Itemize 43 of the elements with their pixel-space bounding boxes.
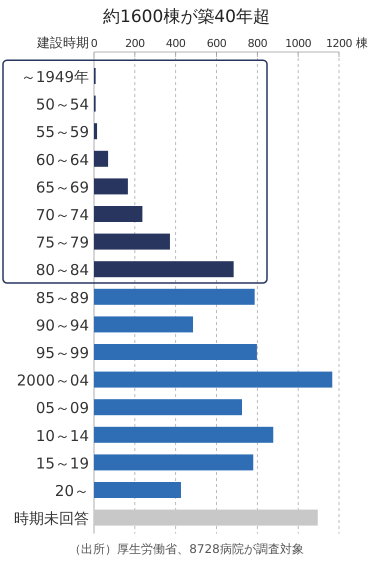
bar: [94, 454, 254, 470]
x-tick-label: 600: [206, 37, 227, 50]
bar: [94, 178, 128, 194]
bar: [94, 399, 242, 416]
bar: [94, 288, 255, 305]
bar: [94, 234, 170, 250]
y-tick-label: 90～94: [36, 316, 89, 334]
y-tick-label: 95～99: [36, 344, 89, 362]
bar: [94, 344, 257, 360]
y-tick-label: 10～14: [36, 426, 89, 445]
bar: [94, 316, 194, 332]
y-tick-label: 50～54: [36, 96, 89, 114]
y-tick-label: 2000～04: [16, 372, 89, 390]
y-tick-label: 80～84: [36, 261, 89, 280]
y-axis-title: 建設時期: [36, 36, 89, 51]
y-tick-label: 85～89: [36, 288, 89, 307]
y-tick-label: 15～19: [36, 454, 89, 472]
bar: [94, 482, 181, 498]
bar: [94, 372, 332, 388]
x-tick-label: 800: [248, 37, 268, 50]
x-tick-label: 400: [166, 37, 186, 50]
y-tick-label: 時期未回答: [14, 510, 89, 528]
chart-title: 約1600棟が築40年超: [103, 7, 270, 27]
x-tick-label: 1200: [326, 37, 352, 50]
x-tick-label: 0: [90, 37, 98, 50]
x-tick-label: 200: [125, 37, 146, 50]
y-tick-label: 60～64: [36, 150, 89, 169]
text: （出所）厚生労働省、8728病院が調査対象: [69, 542, 304, 556]
y-tick-label: 05～09: [36, 399, 89, 418]
x-tick-label: 1000: [285, 37, 312, 50]
x-axis-title: 棟: [356, 36, 368, 50]
y-tick-label: 75～79: [36, 234, 89, 252]
y-tick-label: 55～59: [36, 123, 89, 142]
y-tick-label: 70～74: [36, 206, 89, 224]
y-tick-label: ～1949年: [20, 68, 89, 86]
y-tick-label: 65～69: [36, 178, 89, 196]
bar: [94, 206, 142, 222]
bar: [94, 510, 318, 526]
bar: [94, 426, 274, 443]
bar: [94, 150, 108, 167]
bar: [94, 261, 234, 278]
bar: [94, 123, 98, 140]
y-tick-label: 20～: [54, 482, 89, 500]
